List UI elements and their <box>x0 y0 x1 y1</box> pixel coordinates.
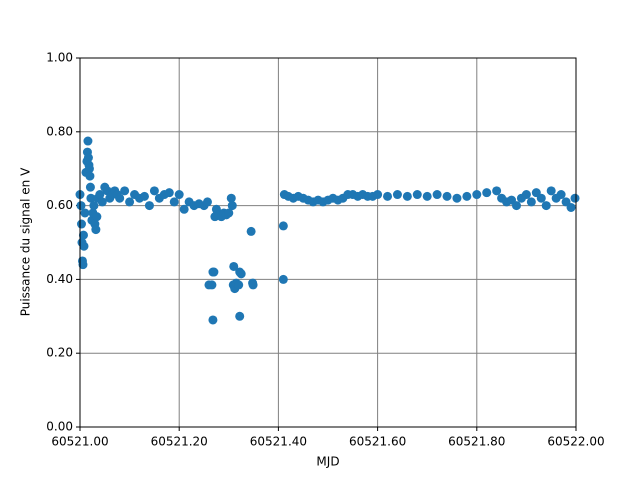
point <box>202 197 212 207</box>
point <box>115 193 125 203</box>
point <box>278 221 288 231</box>
point <box>80 208 90 218</box>
point <box>566 202 576 212</box>
x-tick-label: 60522.00 <box>547 435 604 449</box>
y-tick-label: 0.40 <box>46 272 73 286</box>
point <box>83 153 93 163</box>
point <box>462 191 472 201</box>
point <box>208 315 218 325</box>
point <box>85 171 95 181</box>
x-tick-label: 60521.80 <box>448 435 505 449</box>
point <box>76 219 86 229</box>
point <box>570 193 580 203</box>
point <box>85 182 95 192</box>
x-tick-label: 60521.40 <box>250 435 307 449</box>
point <box>248 280 258 290</box>
y-tick-label: 1.00 <box>46 51 73 65</box>
point <box>482 188 492 198</box>
point <box>442 191 452 201</box>
point <box>76 201 86 211</box>
point <box>541 201 551 211</box>
point <box>78 230 88 240</box>
point <box>174 190 184 200</box>
point <box>511 201 521 211</box>
point <box>383 191 393 201</box>
plot-frame <box>79 57 577 428</box>
point <box>556 190 566 200</box>
point <box>246 226 256 236</box>
y-tick-label: 0.20 <box>46 346 73 360</box>
point <box>209 267 219 277</box>
point <box>373 190 383 200</box>
y-tick-label: 0.60 <box>46 198 73 212</box>
x-tick-label: 60521.60 <box>349 435 406 449</box>
point <box>226 193 236 203</box>
point <box>179 204 189 214</box>
point <box>144 201 154 211</box>
point <box>392 190 402 200</box>
point <box>91 225 101 235</box>
y-axis-label: Puissance du signal en V <box>19 167 33 316</box>
point <box>78 260 88 270</box>
point <box>207 280 217 290</box>
point <box>402 191 412 201</box>
point <box>472 190 482 200</box>
point <box>227 201 237 211</box>
point <box>492 186 502 196</box>
point <box>235 311 245 321</box>
point <box>95 190 105 200</box>
point <box>546 186 556 196</box>
x-axis-label: MJD <box>316 455 339 469</box>
point <box>139 191 149 201</box>
point <box>412 190 422 200</box>
point <box>432 190 442 200</box>
point <box>521 190 531 200</box>
point <box>229 261 239 271</box>
x-tick-label: 60521.20 <box>151 435 208 449</box>
point <box>526 197 536 207</box>
point <box>89 201 99 211</box>
point <box>92 212 102 222</box>
point <box>164 188 174 198</box>
point <box>278 274 288 284</box>
point <box>86 193 96 203</box>
point <box>84 164 94 174</box>
point <box>224 208 234 218</box>
y-tick-label: 0.00 <box>46 420 73 434</box>
point <box>236 269 246 279</box>
point <box>83 136 93 146</box>
point <box>125 197 135 207</box>
x-tick-label: 60521.00 <box>51 435 108 449</box>
y-tick-label: 0.80 <box>46 124 73 138</box>
point <box>97 197 107 207</box>
point <box>79 241 89 251</box>
point <box>234 280 244 290</box>
point <box>452 193 462 203</box>
point <box>169 197 179 207</box>
point <box>149 186 159 196</box>
point <box>120 186 130 196</box>
point <box>422 191 432 201</box>
point <box>536 193 546 203</box>
